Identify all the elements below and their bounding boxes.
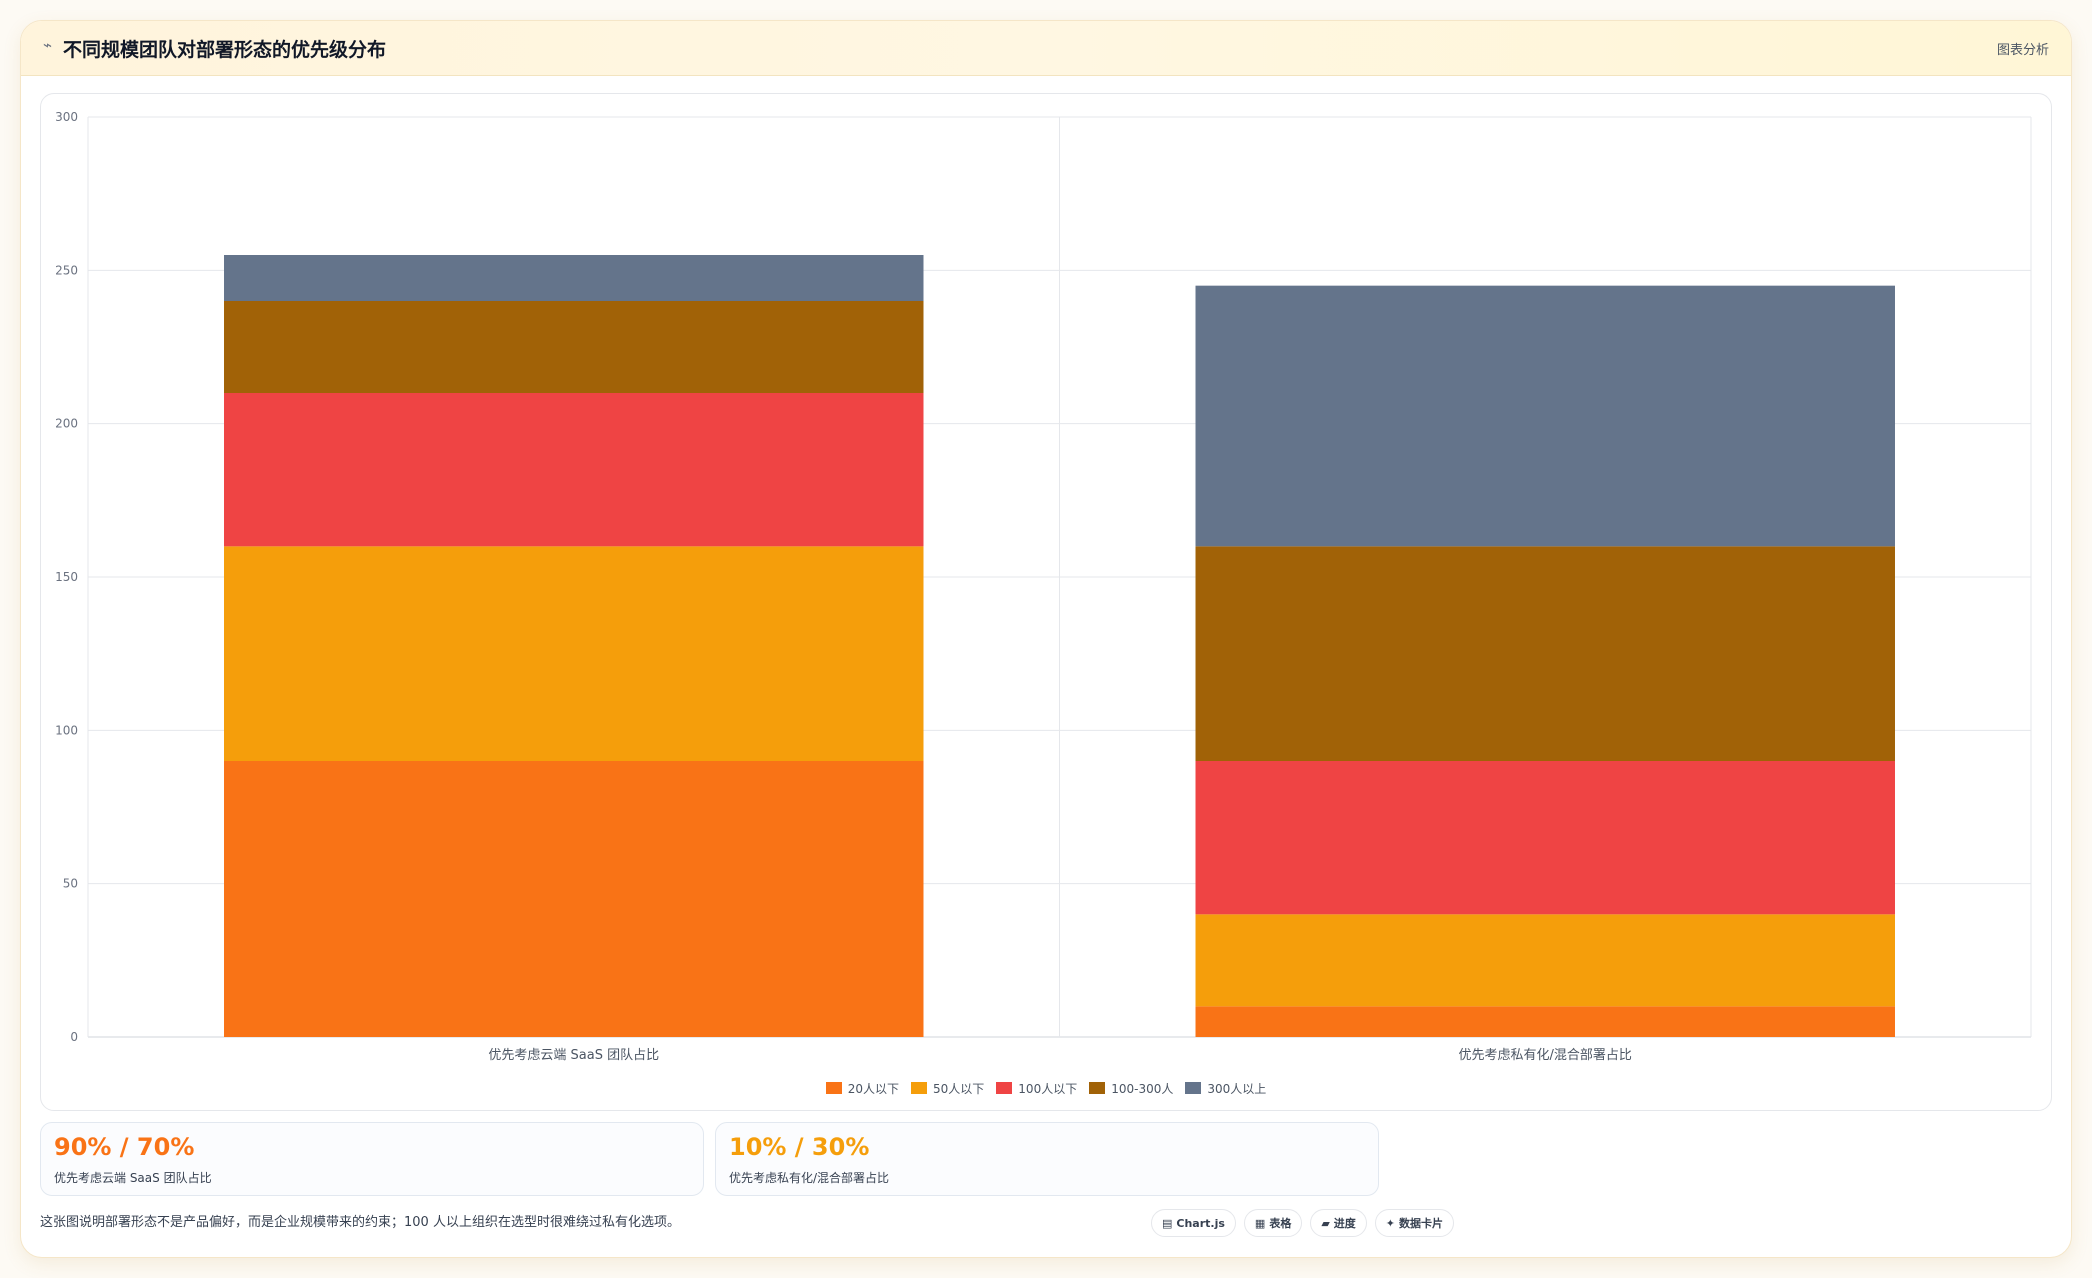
- legend-swatch: [1185, 1082, 1202, 1094]
- legend-swatch: [996, 1082, 1013, 1094]
- x-category-label: 优先考虑私有化/混合部署占比: [1459, 1048, 1632, 1063]
- bar-segment: [224, 393, 924, 547]
- chart-footnote: 这张图说明部署形态不是产品偏好，而是企业规模带来的约束；100 人以上组织在选型…: [40, 1215, 680, 1230]
- bar-segment: [224, 255, 924, 301]
- legend-label: 20人以下: [847, 1081, 900, 1096]
- legend-item[interactable]: 50人以下: [911, 1078, 984, 1098]
- chart-analysis-link[interactable]: 图表分析: [1996, 43, 2049, 58]
- table-icon: ▦: [1254, 1216, 1266, 1230]
- y-tick-label: 300: [55, 110, 78, 124]
- y-tick-label: 200: [55, 417, 78, 431]
- y-tick-label: 100: [55, 723, 78, 737]
- legend-item[interactable]: 100-300人: [1089, 1078, 1173, 1098]
- badge-table[interactable]: ▦ 表格: [1243, 1209, 1303, 1237]
- bar-segment: [1195, 914, 1895, 1007]
- bar-segment: [1195, 546, 1895, 761]
- legend-label: 100-300人: [1111, 1081, 1174, 1096]
- stat-label: 优先考虑私有化/混合部署占比: [729, 1171, 890, 1185]
- card-icon: ✦: [1385, 1216, 1396, 1230]
- y-tick-label: 0: [70, 1030, 78, 1044]
- bar-segment: [1195, 1006, 1895, 1037]
- bar-segment: [1195, 285, 1895, 547]
- stat-value: 90% / 70%: [54, 1133, 195, 1161]
- badge-label: Chart.js: [1176, 1216, 1225, 1230]
- bar-segment: [224, 301, 924, 393]
- legend-swatch: [911, 1082, 928, 1094]
- stat-card-private: 10% / 30% 优先考虑私有化/混合部署占比: [715, 1122, 1379, 1196]
- y-tick-label: 150: [55, 570, 78, 584]
- badge-label: 数据卡片: [1399, 1217, 1444, 1230]
- legend-item[interactable]: 100人以下: [996, 1078, 1077, 1098]
- chart-panel: 0 50 100 150 200 250 300 优先考虑云端 SaaS 团队占比 优先考虑私有…: [40, 93, 2052, 1111]
- legend-label: 50人以下: [933, 1081, 985, 1096]
- legend-swatch: [825, 1082, 842, 1094]
- bar-segment: [224, 761, 924, 1037]
- badge-data-card[interactable]: ✦ 数据卡片: [1374, 1209, 1455, 1237]
- progress-icon: ▰: [1321, 1216, 1330, 1230]
- stat-label: 优先考虑云端 SaaS 团队占比: [54, 1171, 212, 1185]
- bar-segment: [1195, 761, 1895, 915]
- legend-swatch: [1089, 1082, 1106, 1094]
- legend-label: 100人以下: [1018, 1081, 1078, 1096]
- line-chart-icon: ⌁: [43, 36, 53, 54]
- bar-segment: [224, 546, 924, 761]
- chart-card: ⌁ 不同规模团队对部署形态的优先级分布 图表分析 0 50 100 150 200 250…: [20, 20, 2072, 1258]
- chart-legend: 20人以下 50人以下 100人以下 100-300人 300人以上: [41, 1078, 2051, 1098]
- badge-label: 进度: [1333, 1217, 1356, 1230]
- legend-label: 300人以上: [1207, 1081, 1267, 1096]
- stat-value: 10% / 30%: [729, 1133, 870, 1161]
- badge-label: 表格: [1269, 1217, 1292, 1230]
- badge-chartjs[interactable]: ▤ Chart.js: [1151, 1209, 1236, 1237]
- chart-title: 不同规模团队对部署形态的优先级分布: [63, 39, 387, 61]
- y-tick-label: 50: [63, 877, 78, 891]
- card-header: ⌁ 不同规模团队对部署形态的优先级分布 图表分析: [21, 21, 2071, 76]
- chart-icon: ▤: [1162, 1216, 1173, 1230]
- x-category-label: 优先考虑云端 SaaS 团队占比: [488, 1048, 659, 1063]
- legend-item[interactable]: 300人以上: [1185, 1078, 1266, 1098]
- legend-item[interactable]: 20人以下: [825, 1078, 900, 1098]
- stat-card-saas: 90% / 70% 优先考虑云端 SaaS 团队占比: [40, 1122, 704, 1196]
- tag-list: ▤ Chart.js ▦ 表格 ▰ 进度 ✦ 数据卡片: [1151, 1209, 1455, 1237]
- badge-progress[interactable]: ▰ 进度: [1310, 1209, 1367, 1237]
- y-tick-label: 250: [55, 263, 78, 277]
- stacked-bar-chart: 0 50 100 150 200 250 300 优先考虑云端 SaaS 团队占比 优先考虑私有…: [55, 110, 2032, 1063]
